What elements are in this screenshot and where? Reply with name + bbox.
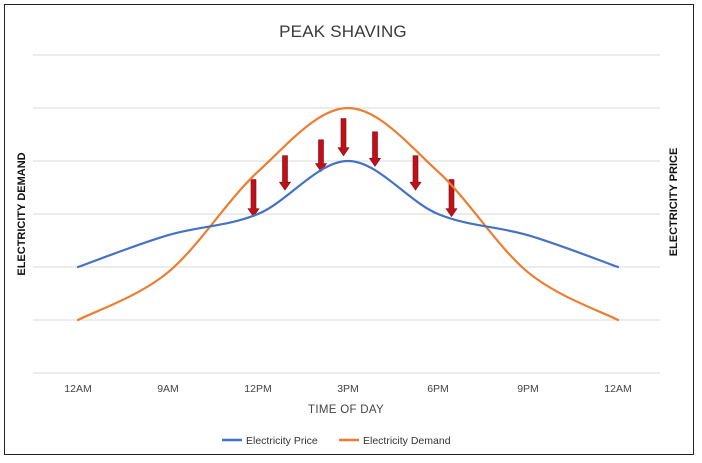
x-tick-label: 12AM [64,383,91,395]
x-tick-label: 9PM [517,383,539,395]
series-lines [76,106,620,322]
down-arrow [445,179,458,218]
gridlines [33,54,660,374]
peak-shaving-arrows [247,118,458,218]
chart-title: PEAK SHAVING [279,22,407,41]
x-tick-label: 9AM [157,383,179,395]
chart-frame [4,4,694,455]
x-tick-label: 6PM [427,383,449,395]
electricity-price-line [76,159,620,269]
down-arrow [409,155,422,191]
y-axis-label-left: ELECTRICITY DEMAND [16,152,28,275]
legend-label: Electricity Price [246,435,318,447]
down-arrow [247,179,260,218]
legend: Electricity Price Electricity Demand [222,435,451,447]
down-arrow [278,155,292,191]
electricity-demand-line [76,106,620,322]
y-axis-label-right: ELECTRICITY PRICE [668,148,680,257]
x-tick-label: 3PM [337,383,359,395]
down-arrow [368,131,382,167]
x-axis-label: TIME OF DAY [308,404,384,416]
legend-label: Electricity Demand [363,435,451,447]
down-arrow [337,118,350,157]
x-tick-label: 12PM [244,383,271,395]
x-tick-label: 12AM [604,383,631,395]
x-axis-ticks: 12AM 9AM 12PM 3PM 6PM 9PM 12AM [64,383,631,395]
